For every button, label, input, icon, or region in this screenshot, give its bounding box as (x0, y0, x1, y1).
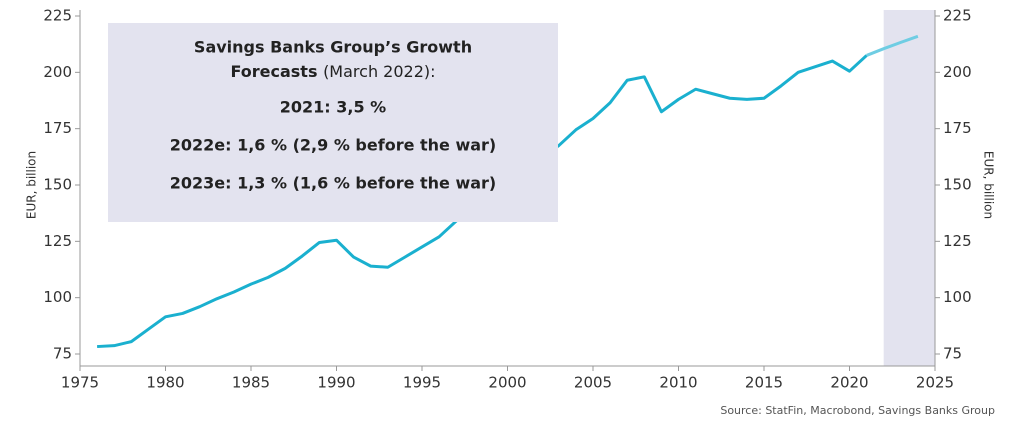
y2-tick-label: 125 (943, 232, 972, 250)
annotation-line: 2021: 3,5 % (280, 98, 386, 117)
line (866, 34, 919, 57)
y-tick-label: 100 (43, 288, 72, 306)
y-axis-label: EUR, billion (25, 151, 39, 219)
annotation-line: 2023e: 1,3 % (1,6 % before the war) (170, 174, 497, 193)
y-tick-label: 150 (43, 176, 72, 194)
y-tick-label: 175 (43, 119, 72, 137)
x-tick-label: 2015 (745, 374, 783, 392)
x-tick-label: 2020 (830, 374, 868, 392)
x-tick-label: 1995 (403, 374, 441, 392)
y2-tick-label: 175 (943, 119, 972, 137)
y-tick-label: 225 (43, 7, 72, 25)
y-tick-label: 75 (53, 345, 72, 363)
y-tick-label: 125 (43, 232, 72, 250)
y2-tick-label: 225 (943, 7, 972, 25)
annotation-line: 2022e: 1,6 % (2,9 % before the war) (170, 136, 497, 155)
annotation-title: Forecasts (March 2022): (230, 62, 435, 81)
annotation-title-bold: Forecasts (230, 62, 317, 81)
x-tick-label: 1980 (146, 374, 184, 392)
x-tick-label: 2000 (488, 374, 526, 392)
x-tick-label: 2010 (659, 374, 697, 392)
annotation-box (108, 23, 558, 222)
y2-tick-label: 200 (943, 63, 972, 81)
x-tick-label: 2025 (916, 374, 954, 392)
source: Source: StatFin, Macrobond, Savings Bank… (720, 404, 995, 417)
y-tick-label: 200 (43, 63, 72, 81)
x-tick-label: 1975 (61, 374, 99, 392)
x-tick-label: 2005 (574, 374, 612, 392)
x-tick-label: 1990 (317, 374, 355, 392)
y2-tick-label: 150 (943, 176, 972, 194)
forecast-shade (883, 10, 935, 366)
y2-axis-label: EUR, billion (982, 151, 996, 219)
annotation-title-suffix: (March 2022): (323, 62, 435, 81)
x-tick-label: 1985 (232, 374, 270, 392)
y2-tick-label: 100 (943, 288, 972, 306)
y2-tick-label: 75 (943, 345, 962, 363)
annotation-title: Savings Banks Group’s Growth (194, 38, 472, 57)
